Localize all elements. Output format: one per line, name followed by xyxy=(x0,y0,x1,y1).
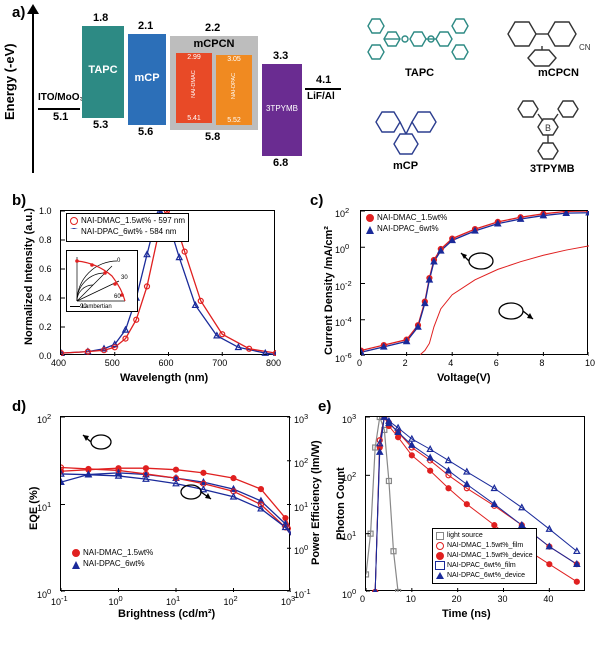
page: a) Energy (-eV) ITO/MoO₃ 5.1 TAPC 1.8 5.… xyxy=(0,0,604,653)
ito-val: 5.1 xyxy=(53,111,68,123)
e-xlabel: Time (ns) xyxy=(442,608,491,620)
mcpcn-top: 2.2 xyxy=(205,22,220,34)
c-ylabel: Current Density /mA/cm² xyxy=(323,226,335,355)
tpymb-block: 3TPYMB xyxy=(262,64,302,156)
e-leg4: NAI-DPAC_6wt%_film xyxy=(447,561,516,570)
svg-text:60: 60 xyxy=(114,294,121,300)
lif-val: 4.1 xyxy=(316,74,331,86)
dmac-top: 2.99 xyxy=(176,54,212,61)
e-legend: light source NAI-DMAC_1.5wt%_film NAI-DM… xyxy=(432,528,537,584)
e-leg1: light source xyxy=(447,531,483,540)
b-ylabel: Normalized Intensity (a.u.) xyxy=(23,208,35,345)
molecules-svg: TAPC CN mCPCN mCP B 3TPYMB xyxy=(358,4,598,184)
b-legend: NAI-DMAC_1.5wt% - 597 nm NAI-DPAC_6wt% -… xyxy=(66,213,189,242)
energy-arrow xyxy=(27,4,39,14)
c-legend: NAI-DMAC_1.5wt% NAI-DPAC_6wt% xyxy=(366,213,447,236)
e-leg2: NAI-DMAC_1.5wt%_film xyxy=(447,541,523,550)
energy-axis-label: Energy (-eV) xyxy=(2,43,17,120)
dpac-block: 3.05 NAI-DPAC 5.52 xyxy=(216,55,252,125)
svg-text:CN: CN xyxy=(579,43,591,52)
d-xlabel: Brightness (cd/m²) xyxy=(118,608,215,620)
mol-mcpcn-label: mCPCN xyxy=(538,67,579,79)
svg-text:0: 0 xyxy=(117,258,121,264)
tpymb-bot: 6.8 xyxy=(273,157,288,169)
mcp-top: 2.1 xyxy=(138,20,153,32)
d-ylabel2: Power Efficiency (lm/W) xyxy=(310,440,322,565)
tapc-block: TAPC xyxy=(82,26,124,118)
b-leg1: NAI-DMAC_1.5wt% - 597 nm xyxy=(81,216,185,226)
lif-line xyxy=(305,88,341,90)
e-ylabel: Photon Count xyxy=(335,467,347,540)
e-leg5: NAI-DPAC_6wt%_device xyxy=(447,571,525,580)
dmac-bot: 5.41 xyxy=(176,115,212,122)
b-inset: 0306090 Lambertian xyxy=(66,250,138,312)
mol-mcp-label: mCP xyxy=(393,160,418,172)
mcp-label: mCP xyxy=(128,72,166,84)
tapc-top: 1.8 xyxy=(93,12,108,24)
tapc-label: TAPC xyxy=(82,64,124,76)
panel-d-label: d) xyxy=(12,398,26,415)
b-leg2: NAI-DPAC_6wt% - 584 nm xyxy=(81,227,176,237)
lif-label: LiF/Al xyxy=(307,91,335,102)
dpac-top: 3.05 xyxy=(216,56,252,63)
mol-tapc-label: TAPC xyxy=(405,67,434,79)
b-inset-label: Lambertian xyxy=(82,304,112,310)
c-leg2: NAI-DPAC_6wt% xyxy=(377,224,439,234)
d-leg1: NAI-DMAC_1.5wt% xyxy=(83,548,153,558)
d-leg2: NAI-DPAC_6wt% xyxy=(83,559,145,569)
e-leg3: NAI-DMAC_1.5wt%_device xyxy=(447,551,533,560)
c-xlabel: Voltage(V) xyxy=(437,372,491,384)
tpymb-label: 3TPYMB xyxy=(262,104,302,113)
panel-e-label: e) xyxy=(318,398,331,415)
tpymb-top: 3.3 xyxy=(273,50,288,62)
d-legend: NAI-DMAC_1.5wt% NAI-DPAC_6wt% xyxy=(72,548,153,571)
panel-b-label: b) xyxy=(12,192,26,209)
dmac-block: 2.99 NAI-DMAC 5.41 xyxy=(176,53,212,123)
mol-tpymb-label: 3TPYMB xyxy=(530,163,575,175)
dpac-label: NAI-DPAC xyxy=(231,68,237,104)
energy-axis xyxy=(32,8,34,173)
dpac-bot: 5.52 xyxy=(216,117,252,124)
b-xlabel: Wavelength (nm) xyxy=(120,372,208,384)
panel-a-label: a) xyxy=(12,4,25,21)
tapc-bot: 5.3 xyxy=(93,119,108,131)
svg-text:30: 30 xyxy=(121,275,128,281)
ito-line xyxy=(38,108,80,110)
mcp-bot: 5.6 xyxy=(138,126,153,138)
panel-c-label: c) xyxy=(310,192,323,209)
mcpcn-bot: 5.8 xyxy=(205,131,220,143)
mcpcn-label: mCPCN xyxy=(170,38,258,50)
mcp-block: mCP xyxy=(128,34,166,125)
dmac-label: NAI-DMAC xyxy=(191,66,197,102)
c-leg1: NAI-DMAC_1.5wt% xyxy=(377,213,447,223)
d-ylabel: EQE (%) xyxy=(28,487,40,530)
svg-text:B: B xyxy=(545,123,551,133)
ito-label: ITO/MoO₃ xyxy=(38,92,84,103)
